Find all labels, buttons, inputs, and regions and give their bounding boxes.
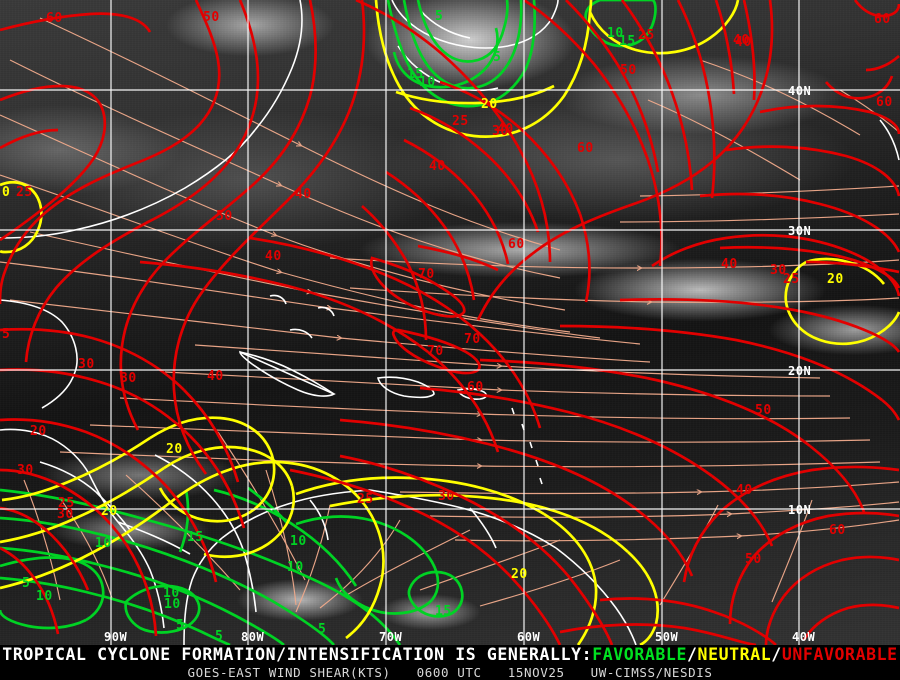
product-date: 15NOV25 <box>507 665 565 680</box>
product-time: 0600 UTC <box>416 665 482 680</box>
contour-label: 60 <box>874 12 891 27</box>
contour-label: 20 <box>481 97 498 112</box>
graticule-label: 50W <box>655 630 679 644</box>
contour-label: 40 <box>733 33 750 48</box>
contour-label: 20 <box>511 567 528 582</box>
headline-text: TROPICAL CYCLONE FORMATION/INTENSIFICATI… <box>0 645 900 664</box>
contour-label: 10 <box>95 536 112 551</box>
contour-label: 20 <box>166 442 183 457</box>
contour-label: 30 <box>17 463 34 478</box>
headline-prefix: TROPICAL CYCLONE FORMATION/INTENSIFICATI… <box>2 645 593 664</box>
contour-label: 50 <box>203 10 220 25</box>
graticule-label: 80W <box>241 630 265 644</box>
contour-label: 0 <box>2 185 11 200</box>
contour-label: 40 <box>429 159 446 174</box>
caption-bar: TROPICAL CYCLONE FORMATION/INTENSIFICATI… <box>0 645 900 680</box>
contour-label: 30 <box>78 357 95 372</box>
contour-label: 5 <box>435 9 444 24</box>
contour-label: 70 <box>427 344 444 359</box>
contour-label: 30 <box>57 507 74 522</box>
contour-label: 40 <box>735 35 752 50</box>
contour-label: 40 <box>497 122 514 137</box>
metadata-text: GOES-EAST WIND SHEAR(KTS) 0600 UTC 15NOV25… <box>0 665 900 680</box>
contour-label: 40 <box>721 257 738 272</box>
contour-label: 5 <box>493 50 502 65</box>
graticule-label: 30N <box>788 224 812 238</box>
contour-label: 30 <box>438 489 455 504</box>
product-agency: UW-CIMSS/NESDIS <box>590 665 713 680</box>
contour-label: 70 <box>418 267 435 282</box>
contour-label: 20 <box>101 504 118 519</box>
contour-label: 10 <box>290 534 307 549</box>
legend-neutral: NEUTRAL <box>697 645 772 664</box>
contour-label: 25 <box>783 272 800 287</box>
contour-label: 60 <box>577 141 594 156</box>
contour-label: 25 <box>452 114 469 129</box>
contour-label: 20 <box>827 272 844 287</box>
contour-label: 60 <box>876 95 893 110</box>
satellite-map-pane: 60 50 5 10 15 25 40 60 5 15 10 20 25 30 40 50 40 60 40 60 25… <box>0 0 900 645</box>
contour-label: 50 <box>216 209 233 224</box>
contour-label: 10 <box>164 597 181 612</box>
contour-label: 50 <box>755 403 772 418</box>
legend-separator-1: / <box>687 645 698 664</box>
contour-label: 15 <box>619 34 636 49</box>
contour-label: 5 <box>318 622 327 637</box>
contour-label: 60 <box>508 237 525 252</box>
contour-label: 40 <box>295 187 312 202</box>
contour-label: 25 <box>638 28 655 43</box>
contour-label: 60 <box>46 11 63 26</box>
contour-label: 25 <box>16 185 33 200</box>
imagery-noise-overlay <box>0 0 900 645</box>
contour-label: 25 <box>58 496 75 511</box>
graticule-label: 60W <box>517 630 541 644</box>
graticule-label: 40W <box>792 630 816 644</box>
contour-label: 40 <box>207 369 224 384</box>
contour-label: 50 <box>745 552 762 567</box>
contour-label: 30 <box>492 124 509 139</box>
contour-label: 15 <box>187 530 204 545</box>
contour-label: 15 <box>435 604 452 619</box>
contour-label: 30 <box>770 263 787 278</box>
legend-separator-2: / <box>771 645 782 664</box>
contour-label: 15 <box>407 67 424 82</box>
graticule-label: 20N <box>788 364 812 378</box>
contour-label: 5 <box>215 629 224 644</box>
legend-favorable: FAVORABLE <box>592 645 687 664</box>
contour-label: 40 <box>265 249 282 264</box>
contour-label: 10 <box>163 586 180 601</box>
product-source: GOES-EAST WIND SHEAR(KTS) <box>187 665 391 680</box>
graticule-label: 40N <box>788 84 812 98</box>
contour-label: 5 <box>2 327 11 342</box>
contour-label: 30 <box>120 371 137 386</box>
contour-label: 50 <box>620 63 637 78</box>
contour-label: 60 <box>829 523 846 538</box>
contour-label: 40 <box>736 483 753 498</box>
contour-label: 20 <box>30 424 47 439</box>
contour-label: 10 <box>419 75 436 90</box>
contour-label: 5 <box>176 618 185 633</box>
contour-label: 25 <box>357 492 374 507</box>
contour-label: 5 <box>22 576 31 591</box>
contour-label: 10 <box>607 26 624 41</box>
contour-label: 10 <box>36 589 53 604</box>
graticule-label: 70W <box>379 630 403 644</box>
graticule-label: 10N <box>788 503 812 517</box>
contour-label: 70 <box>464 332 481 347</box>
contour-label: 10 <box>287 560 304 575</box>
contour-label: 60 <box>467 380 484 395</box>
legend-unfavorable: UNFAVORABLE <box>781 645 898 664</box>
graticule-label: 90W <box>104 630 128 644</box>
